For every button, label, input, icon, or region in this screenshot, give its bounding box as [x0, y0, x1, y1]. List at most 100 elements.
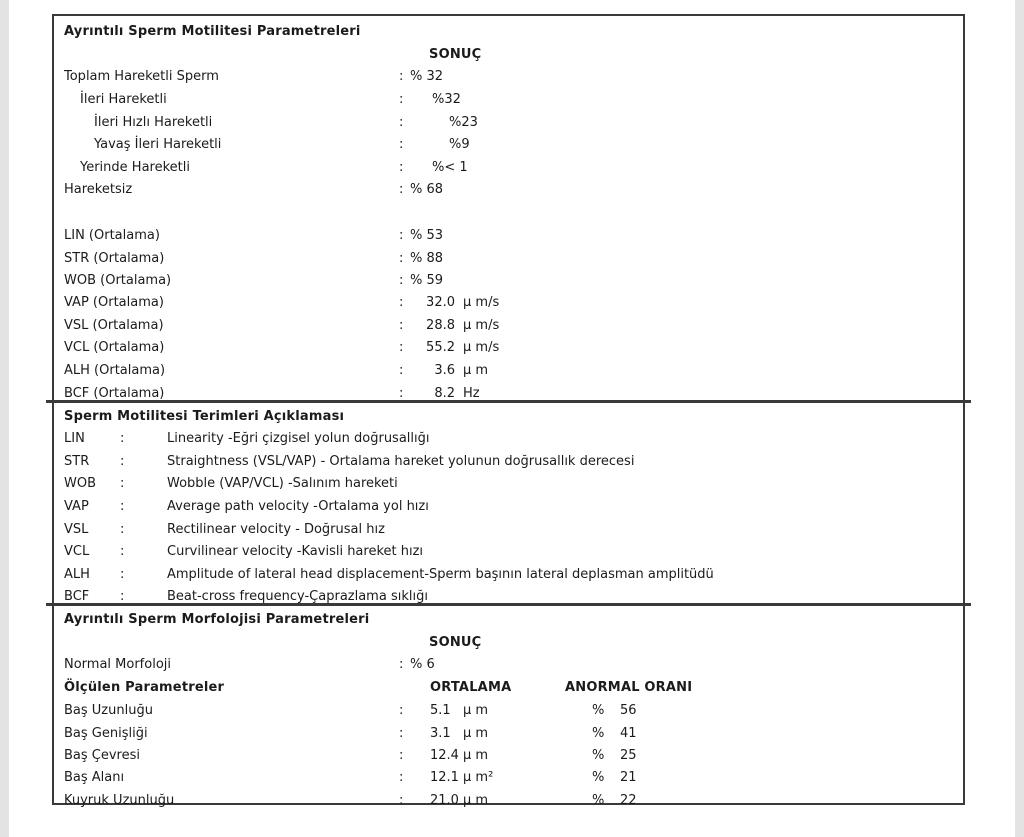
- term-desc: Beat-cross frequency-Çaprazlama sıklığı: [167, 589, 428, 604]
- term-abbr: WOB: [64, 476, 97, 491]
- colon: :: [399, 770, 404, 785]
- param-row: STR (Ortalama) : % 88: [54, 247, 963, 270]
- colon: :: [399, 703, 404, 718]
- colon: :: [399, 69, 404, 84]
- param-label: BCF (Ortalama): [64, 386, 165, 401]
- abnormal-value: 41: [620, 726, 637, 741]
- param-label: İleri Hızlı Hareketli: [94, 115, 213, 130]
- param-row: Yerinde Hareketli : %< 1: [54, 156, 963, 179]
- param-row: Baş Genişliği : 3.1 µ m % 41: [54, 722, 963, 745]
- measured-params-header: Ölçülen Parametreler: [64, 680, 225, 695]
- colon: :: [399, 182, 404, 197]
- colon: :: [120, 589, 125, 604]
- term-abbr: VAP: [64, 499, 89, 514]
- colon: :: [120, 454, 125, 469]
- colon: :: [399, 251, 404, 266]
- average-header: ORTALAMA: [430, 680, 512, 695]
- result-header: SONUÇ: [429, 635, 482, 650]
- colon: :: [399, 92, 404, 107]
- param-row: LIN (Ortalama) : % 53: [54, 224, 963, 247]
- morphology-section-title: Ayrıntılı Sperm Morfolojisi Parametreler…: [64, 612, 370, 627]
- param-value: % 6: [410, 657, 435, 672]
- param-label: Kuyruk Uzunluğu: [64, 793, 175, 808]
- colon: :: [120, 567, 125, 582]
- scan-edge-left: [0, 0, 9, 837]
- result-header: SONUÇ: [429, 47, 482, 62]
- param-label: Baş Genişliği: [64, 726, 148, 741]
- term-desc: Amplitude of lateral head displacement-S…: [167, 567, 714, 582]
- colon: :: [120, 522, 125, 537]
- param-unit: µ m/s: [463, 318, 500, 333]
- param-label: Yerinde Hareketli: [80, 160, 190, 175]
- param-value: 12.1: [430, 770, 459, 785]
- colon: :: [399, 363, 404, 378]
- section-title-row: Ayrıntılı Sperm Morfolojisi Parametreler…: [54, 608, 963, 631]
- param-value: % 32: [410, 69, 444, 84]
- abnormal-value: 56: [620, 703, 637, 718]
- param-value: 21.0: [430, 793, 459, 808]
- colon: :: [120, 431, 125, 446]
- param-row: ALH (Ortalama) : 3.6 µ m: [54, 359, 963, 382]
- param-value: % 53: [410, 228, 444, 243]
- param-label: VCL (Ortalama): [64, 340, 165, 355]
- term-abbr: VCL: [64, 544, 90, 559]
- param-value: %9: [449, 137, 470, 152]
- percent-sign: %: [592, 748, 605, 763]
- term-row: LIN : Linearity -Eğri çizgisel yolun doğ…: [54, 427, 963, 450]
- param-unit: µ m: [463, 703, 489, 718]
- term-row: BCF : Beat-cross frequency-Çaprazlama sı…: [54, 585, 963, 608]
- param-label: Toplam Hareketli Sperm: [64, 69, 219, 84]
- term-abbr: STR: [64, 454, 90, 469]
- term-abbr: LIN: [64, 431, 85, 446]
- param-label: ALH (Ortalama): [64, 363, 166, 378]
- term-abbr: VSL: [64, 522, 89, 537]
- param-label: Baş Alanı: [64, 770, 125, 785]
- param-label: İleri Hareketli: [80, 92, 167, 107]
- colon: :: [399, 318, 404, 333]
- param-row: Hareketsiz : % 68: [54, 178, 963, 201]
- colon: :: [399, 726, 404, 741]
- param-row: Baş Uzunluğu : 5.1 µ m % 56: [54, 699, 963, 722]
- term-desc: Wobble (VAP/VCL) -Salınım hareketi: [167, 476, 398, 491]
- param-unit: µ m²: [463, 770, 494, 785]
- abnormal-ratio-header: ANORMAL ORANI: [565, 680, 693, 695]
- result-header-row: SONUÇ: [54, 631, 963, 654]
- param-row: İleri Hareketli : %32: [54, 88, 963, 111]
- column-header-row: Ölçülen Parametreler ORTALAMA ANORMAL OR…: [54, 676, 963, 699]
- param-label: STR (Ortalama): [64, 251, 165, 266]
- param-row: VCL (Ortalama) : 55.2 µ m/s: [54, 336, 963, 359]
- colon: :: [399, 748, 404, 763]
- abnormal-value: 25: [620, 748, 637, 763]
- term-desc: Linearity -Eğri çizgisel yolun doğrusall…: [167, 431, 430, 446]
- param-row: Baş Alanı : 12.1 µ m² % 21: [54, 766, 963, 789]
- section-title-row: Sperm Motilitesi Terimleri Açıklaması: [54, 405, 963, 428]
- param-row: Yavaş İleri Hareketli : %9: [54, 133, 963, 156]
- colon: :: [120, 544, 125, 559]
- param-value: 3.1: [430, 726, 451, 741]
- param-value: %23: [449, 115, 478, 130]
- param-label: LIN (Ortalama): [64, 228, 160, 243]
- param-unit: µ m: [463, 726, 489, 741]
- section-divider: [46, 400, 971, 403]
- section-title-row: Ayrıntılı Sperm Motilitesi Parametreleri: [54, 20, 963, 43]
- term-desc: Average path velocity -Ortalama yol hızı: [167, 499, 429, 514]
- colon: :: [399, 340, 404, 355]
- param-label: VSL (Ortalama): [64, 318, 164, 333]
- param-value: 32.0: [426, 295, 455, 310]
- colon: :: [399, 228, 404, 243]
- param-unit: µ m/s: [463, 295, 500, 310]
- colon: :: [399, 137, 404, 152]
- percent-sign: %: [592, 703, 605, 718]
- term-row: VSL : Rectilinear velocity - Doğrusal hı…: [54, 518, 963, 541]
- motility-section-title: Ayrıntılı Sperm Motilitesi Parametreleri: [64, 24, 361, 39]
- param-value: 28.8: [426, 318, 455, 333]
- param-unit: Hz: [463, 386, 480, 401]
- colon: :: [399, 793, 404, 808]
- colon: :: [399, 386, 404, 401]
- term-row: WOB : Wobble (VAP/VCL) -Salınım hareketi: [54, 472, 963, 495]
- param-row: VAP (Ortalama) : 32.0 µ m/s: [54, 291, 963, 314]
- param-value: 5.1: [430, 703, 451, 718]
- terms-section-title: Sperm Motilitesi Terimleri Açıklaması: [64, 409, 345, 424]
- colon: :: [120, 476, 125, 491]
